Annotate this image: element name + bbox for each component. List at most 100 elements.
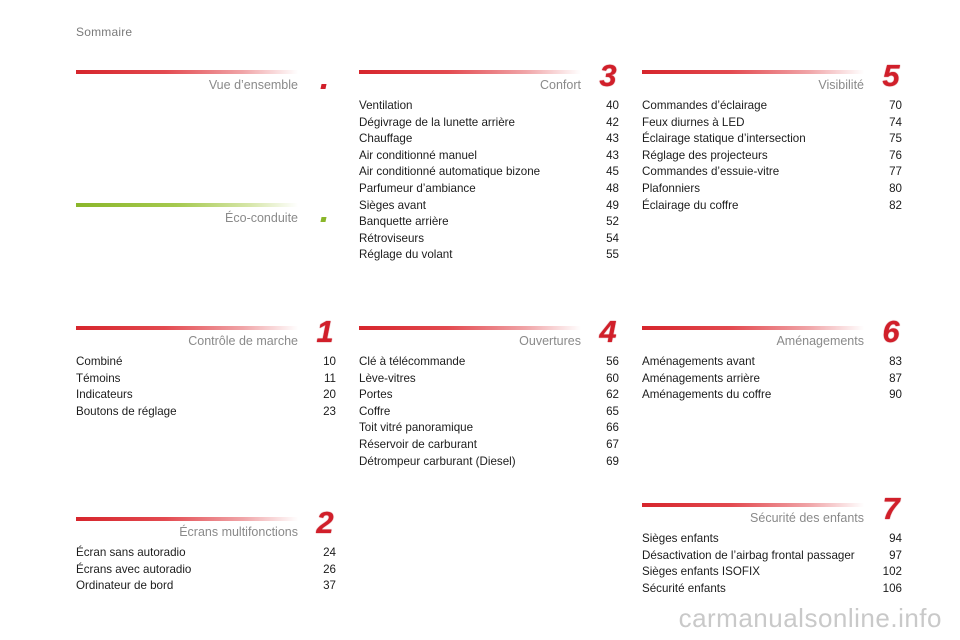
entry-list: Sièges enfants 94 Désactivation de l’airb… [642, 531, 902, 597]
section-dot-icon [320, 84, 327, 89]
entry-label: Éclairage statique d’intersection [642, 132, 806, 146]
toc-entry[interactable]: Dégivrage de la lunette arrière 42 [359, 115, 619, 132]
entry-list: Écran sans autoradio 24 Écrans avec autor… [76, 545, 336, 595]
section-eco-conduite: Éco-conduite [76, 201, 336, 231]
toc-entry[interactable]: Ordinateur de bord 37 [76, 578, 336, 595]
toc-entry[interactable]: Boutons de réglage 23 [76, 404, 336, 421]
entry-label: Sièges enfants ISOFIX [642, 565, 760, 579]
section-title[interactable]: Sécurité des enfants [750, 511, 864, 525]
toc-entry[interactable]: Sièges enfants 94 [642, 531, 902, 548]
toc-entry[interactable]: Détrompeur carburant (Diesel) 69 [359, 454, 619, 471]
toc-entry[interactable]: Clé à télécommande 56 [359, 354, 619, 371]
toc-entry[interactable]: Aménagements du coffre 90 [642, 387, 902, 404]
entry-label: Combiné [76, 355, 123, 368]
entry-label: Feux diurnes à LED [642, 115, 745, 129]
toc-entry[interactable]: Portes 62 [359, 387, 619, 404]
toc-entry[interactable]: Rétroviseurs 54 [359, 231, 619, 248]
toc-entry[interactable]: Chauffage 43 [359, 131, 619, 148]
section-bar-red [76, 517, 298, 521]
toc-entry[interactable]: Parfumeur d’ambiance 48 [359, 181, 619, 198]
toc-entry[interactable]: Témoins 11 [76, 371, 336, 388]
section-ouvertures: Ouvertures 4 Clé à télécommande 56 Lève-v… [359, 316, 619, 471]
section-title[interactable]: Aménagements [776, 334, 864, 348]
toc-entry[interactable]: Air conditionné manuel 43 [359, 148, 619, 165]
section-number-badge: 1 [316, 314, 334, 349]
toc-entry[interactable]: Réglage du volant 55 [359, 247, 619, 264]
entry-page: 76 [889, 148, 902, 162]
section-title[interactable]: Visibilité [818, 78, 864, 92]
entry-label: Aménagements du coffre [642, 388, 772, 402]
entry-label: Témoins [76, 371, 121, 385]
entry-label: Sièges avant [359, 198, 427, 212]
entry-label: Ventilation [359, 99, 413, 112]
toc-entry[interactable]: Désactivation de l’airbag frontal passag… [642, 548, 902, 565]
toc-entry[interactable]: Aménagements arrière 87 [642, 371, 902, 388]
entry-label: Sécurité enfants [642, 581, 726, 595]
toc-entry[interactable]: Sièges avant 49 [359, 198, 619, 215]
section-number-badge: 3 [599, 58, 617, 93]
entry-page: 66 [606, 421, 619, 435]
toc-entry[interactable]: Commandes d’essuie-vitre 77 [642, 164, 902, 181]
entry-list: Combiné 10 Témoins 11 Indicateurs 20 Bouton… [76, 354, 336, 420]
section-title[interactable]: Vue d’ensemble [208, 78, 298, 92]
toc-entry[interactable]: Coffre 65 [359, 404, 619, 421]
section-number-badge: 7 [882, 491, 900, 526]
entry-page: 74 [889, 115, 902, 129]
entry-page: 80 [889, 181, 902, 195]
entry-page: 77 [889, 165, 902, 179]
section-bar-red [76, 70, 298, 74]
toc-entry[interactable]: Ventilation 40 [359, 98, 619, 115]
entry-page: 26 [323, 562, 336, 576]
section-title[interactable]: Écrans multifonctions [179, 525, 298, 539]
section-bar-red [76, 326, 298, 330]
section-title[interactable]: Éco-conduite [225, 211, 298, 225]
toc-entry[interactable]: Banquette arrière 52 [359, 214, 619, 231]
toc-entry[interactable]: Aménagements avant 83 [642, 354, 902, 371]
entry-label: Aménagements arrière [642, 371, 760, 385]
entry-label: Désactivation de l’airbag frontal passag… [642, 548, 855, 562]
entry-label: Parfumeur d’ambiance [359, 181, 476, 195]
entry-page: 48 [606, 181, 619, 195]
entry-label: Commandes d’éclairage [642, 99, 768, 112]
toc-entry[interactable]: Commandes d’éclairage 70 [642, 98, 902, 115]
toc-entry[interactable]: Plafonniers 80 [642, 181, 902, 198]
entry-label: Détrompeur carburant (Diesel) [359, 454, 516, 468]
entry-label: Clé à télécommande [359, 355, 466, 368]
toc-entry[interactable]: Toit vitré panoramique 66 [359, 420, 619, 437]
section-number-badge: 6 [882, 314, 900, 349]
entry-label: Aménagements avant [642, 355, 755, 368]
toc-entry[interactable]: Réservoir de carburant 67 [359, 437, 619, 454]
entry-label: Réglage des projecteurs [642, 148, 768, 162]
toc-entry[interactable]: Éclairage statique d’intersection 75 [642, 131, 902, 148]
entry-page: 69 [606, 454, 619, 468]
toc-entry[interactable]: Écran sans autoradio 24 [76, 545, 336, 562]
section-header: Vue d’ensemble [76, 68, 336, 98]
toc-entry[interactable]: Sièges enfants ISOFIX 102 [642, 564, 902, 581]
entry-page: 97 [889, 548, 902, 562]
entry-page: 37 [323, 579, 336, 593]
entry-label: Chauffage [359, 132, 413, 146]
toc-entry[interactable]: Lève-vitres 60 [359, 371, 619, 388]
toc-entry[interactable]: Air conditionné automatique bizone 45 [359, 164, 619, 181]
toc-entry[interactable]: Réglage des projecteurs 76 [642, 148, 902, 165]
toc-entry[interactable]: Sécurité enfants 106 [642, 581, 902, 598]
entry-label: Air conditionné manuel [359, 148, 477, 162]
section-visibilite: Visibilité 5 Commandes d’éclairage 70 Feu… [642, 60, 902, 215]
section-header: Sécurité des enfants 7 [642, 493, 902, 531]
toc-entry[interactable]: Combiné 10 [76, 354, 336, 371]
section-title[interactable]: Confort [540, 78, 581, 92]
toc-entry[interactable]: Feux diurnes à LED 74 [642, 115, 902, 132]
entry-list: Ventilation 40 Dégivrage de la lunette ar… [359, 98, 619, 264]
section-number-badge: 2 [316, 505, 334, 540]
entry-page: 49 [606, 198, 619, 212]
entry-label: Lève-vitres [359, 371, 416, 385]
section-title[interactable]: Contrôle de marche [188, 334, 298, 348]
entry-page: 94 [889, 532, 902, 545]
section-title[interactable]: Ouvertures [519, 334, 581, 348]
entry-page: 82 [889, 198, 902, 212]
toc-entry[interactable]: Indicateurs 20 [76, 387, 336, 404]
section-bar-red [359, 326, 581, 330]
section-dot-icon [320, 217, 327, 222]
toc-entry[interactable]: Écrans avec autoradio 26 [76, 562, 336, 579]
toc-entry[interactable]: Éclairage du coffre 82 [642, 198, 902, 215]
